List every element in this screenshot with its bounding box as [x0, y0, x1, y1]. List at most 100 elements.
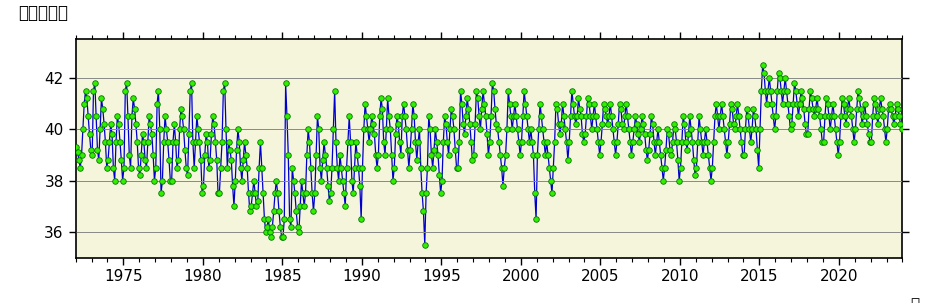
Point [603, 114, 618, 119]
Point [140, 140, 155, 145]
Point [454, 101, 469, 106]
Point [622, 140, 637, 145]
Point [205, 114, 220, 119]
Point [279, 114, 295, 119]
Point [851, 96, 866, 101]
Point [112, 140, 127, 145]
Point [843, 114, 858, 119]
Point [873, 106, 888, 111]
Point [288, 209, 303, 214]
Point [379, 96, 395, 101]
Point [597, 106, 612, 111]
Point [260, 224, 275, 229]
Point [640, 147, 655, 152]
Point [369, 165, 384, 170]
Point [352, 183, 367, 188]
Point [531, 101, 547, 106]
Point [425, 165, 440, 170]
Point [251, 165, 266, 170]
Point [120, 114, 135, 119]
Point [711, 127, 726, 132]
Point [254, 165, 269, 170]
Point [778, 88, 793, 93]
Point [172, 127, 187, 132]
Point [169, 165, 184, 170]
Point [688, 165, 703, 170]
Point [492, 152, 507, 157]
Point [668, 140, 683, 145]
Point [579, 114, 594, 119]
Point [270, 191, 285, 196]
Point [217, 81, 232, 85]
Point [836, 114, 851, 119]
Point [666, 122, 681, 127]
Point [263, 235, 278, 239]
Point [518, 114, 533, 119]
Point [797, 122, 812, 127]
Point [422, 127, 437, 132]
Point [774, 101, 789, 106]
Point [293, 204, 308, 209]
Point [73, 165, 88, 170]
Point [143, 122, 158, 127]
Point [566, 114, 582, 119]
Point [485, 88, 500, 93]
Point [888, 101, 903, 106]
Point [297, 191, 312, 196]
Point [780, 101, 795, 106]
Point [581, 101, 596, 106]
Point [102, 140, 117, 145]
Point [738, 106, 753, 111]
Point [707, 114, 722, 119]
Point [89, 114, 104, 119]
Point [775, 88, 790, 93]
Point [807, 106, 822, 111]
Point [767, 114, 783, 119]
Point [510, 127, 525, 132]
Point [348, 140, 363, 145]
Point [741, 127, 756, 132]
Point [572, 106, 587, 111]
Point [885, 122, 901, 127]
Point [430, 152, 446, 157]
Point [681, 132, 696, 137]
Point [211, 191, 227, 196]
Point [620, 127, 635, 132]
Point [291, 229, 306, 234]
Point [789, 101, 804, 106]
Point [445, 114, 460, 119]
Point [126, 106, 142, 111]
Point [504, 127, 519, 132]
Point [559, 140, 574, 145]
Point [357, 101, 372, 106]
Point [462, 122, 477, 127]
Point [786, 81, 801, 85]
Point [426, 147, 441, 152]
Point [694, 140, 709, 145]
Point [335, 178, 350, 183]
Point [238, 152, 253, 157]
Point [649, 140, 664, 145]
Point [702, 178, 717, 183]
Point [541, 165, 556, 170]
Point [612, 101, 627, 106]
Point [78, 88, 93, 93]
Point [582, 114, 598, 119]
Point [113, 158, 128, 162]
Point [98, 140, 113, 145]
Point [244, 191, 260, 196]
Point [850, 88, 865, 93]
Point [435, 140, 450, 145]
Point [699, 140, 714, 145]
Point [731, 114, 746, 119]
Point [656, 165, 671, 170]
Point [770, 70, 785, 75]
Point [274, 235, 289, 239]
Point [470, 96, 485, 101]
Point [281, 217, 296, 221]
Point [214, 140, 229, 145]
Point [497, 152, 513, 157]
Point [678, 140, 693, 145]
Point [662, 147, 677, 152]
Point [306, 209, 321, 214]
